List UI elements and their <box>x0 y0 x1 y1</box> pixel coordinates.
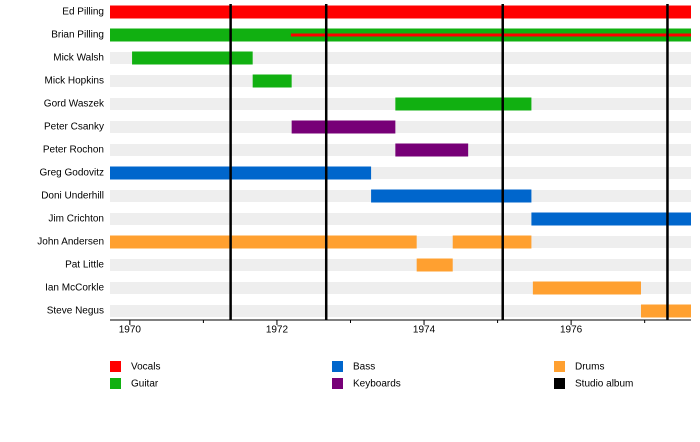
legend-swatch <box>110 378 121 389</box>
x-tick-label: 1974 <box>413 325 436 336</box>
period-bar <box>640 304 691 318</box>
period-bar <box>395 97 532 111</box>
row-stripe <box>110 121 691 133</box>
member-label: Peter Rochon <box>43 145 104 156</box>
period-bar <box>110 5 691 19</box>
row-stripe <box>110 259 691 271</box>
member-label: Steve Negus <box>47 306 104 317</box>
member-label: Mick Walsh <box>53 53 104 64</box>
member-label: Brian Pilling <box>51 30 104 41</box>
period-bar <box>110 235 417 249</box>
legend-swatch <box>554 361 565 372</box>
x-tick-label: 1972 <box>266 325 289 336</box>
period-bar <box>252 74 292 88</box>
member-label: Ian McCorkle <box>45 283 104 294</box>
period-bar <box>395 143 469 157</box>
period-bar <box>291 120 396 134</box>
legend-swatch <box>554 378 565 389</box>
member-label: John Andersen <box>37 237 104 248</box>
legend-label: Bass <box>353 362 375 373</box>
legend-label: Vocals <box>131 362 160 373</box>
period-bar <box>531 212 691 226</box>
member-label: Doni Underhill <box>41 191 104 202</box>
period-bar <box>416 258 453 272</box>
legend-swatch <box>332 378 343 389</box>
row-stripe <box>110 75 691 87</box>
period-bar <box>532 281 641 295</box>
legend-label: Guitar <box>131 379 159 390</box>
legend-label: Studio album <box>575 379 633 390</box>
period-bar <box>132 51 253 65</box>
member-label: Greg Godovitz <box>40 168 104 179</box>
member-label: Gord Waszek <box>44 99 105 110</box>
row-stripe <box>110 305 691 317</box>
x-tick-label: 1970 <box>119 325 142 336</box>
legend-swatch <box>332 361 343 372</box>
member-label: Jim Crichton <box>48 214 104 225</box>
period-bar <box>371 189 532 203</box>
legend-label: Drums <box>575 362 604 373</box>
period-bar <box>110 166 372 180</box>
row-stripe <box>110 52 691 64</box>
period-bar <box>452 235 532 249</box>
member-label: Pat Little <box>65 260 104 271</box>
member-label: Ed Pilling <box>62 7 104 18</box>
period-bar <box>290 33 691 37</box>
member-label: Peter Csanky <box>44 122 104 133</box>
legend-swatch <box>110 361 121 372</box>
legend-label: Keyboards <box>353 379 401 390</box>
x-tick-label: 1976 <box>560 325 583 336</box>
member-label: Mick Hopkins <box>45 76 104 87</box>
